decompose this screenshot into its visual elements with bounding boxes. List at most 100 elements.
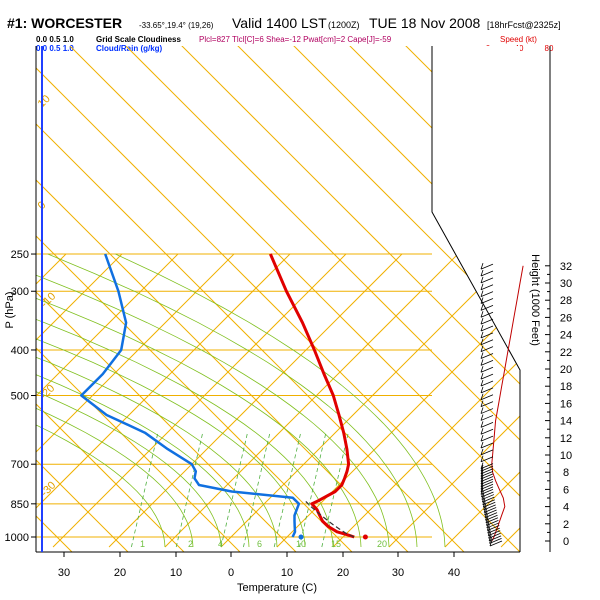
wind-barb [483, 504, 496, 511]
wind-barb-flag [480, 386, 484, 394]
wind-panel-mask [432, 46, 520, 552]
wind-barb [480, 394, 494, 401]
adiabat-line [293, 46, 520, 273]
isotherm-label: -20 [38, 382, 58, 402]
dewpoint-profile [80, 253, 301, 538]
wind-barb [480, 483, 494, 490]
surface-temperature-marker [362, 534, 368, 540]
y-axis-label: P (hPa) [4, 291, 16, 328]
mixing-ratio-line [321, 432, 349, 548]
wind-barb-flag [480, 373, 484, 380]
p-tick-label: 250 [11, 249, 29, 261]
wind-barb-flag [480, 317, 484, 325]
wind-barb [480, 373, 494, 380]
x-tick-label: 0 [228, 567, 234, 579]
moist-adiabat-line [36, 356, 278, 548]
wind-barb-flag [480, 366, 484, 373]
x-tick-label: 30 [58, 567, 70, 579]
adiabat-line [349, 46, 520, 217]
h-tick-label: 18 [560, 381, 572, 393]
p-tick-label: 850 [11, 499, 29, 511]
x-tick-label: 30 [392, 567, 404, 579]
adiabat-line [36, 291, 297, 552]
sounding-profiles [80, 253, 368, 540]
wind-barb [486, 522, 500, 529]
valid-time: Valid 1400 LST [232, 15, 327, 31]
h-tick-label: 12 [560, 433, 572, 445]
adiabat-line [237, 46, 520, 329]
x-tick-label: 10 [170, 567, 182, 579]
wind-barb-flag [480, 283, 484, 290]
wind-barb [480, 478, 494, 485]
wind-barb [480, 470, 494, 477]
wind-barb [480, 332, 494, 339]
forecast-label: [18hrFcst@2325z] [487, 20, 561, 30]
mixing-ratio-line [175, 432, 204, 548]
wind-barb [480, 408, 494, 414]
moist-adiabat-line [36, 274, 390, 548]
wind-barb [480, 304, 494, 311]
wind-barb-flag [480, 421, 484, 428]
mixing-ratio-labels: 1 2 4 6 10 15 20 [140, 539, 387, 549]
p-tick-label: 1000 [5, 532, 29, 544]
wind-barb [480, 387, 494, 394]
wind-barb [480, 380, 494, 387]
wind-barb [480, 463, 494, 469]
mixing-ratio-line [299, 432, 327, 548]
moist-adiabat-line [36, 374, 250, 548]
isotherm-line [388, 415, 520, 548]
wind-barb [480, 325, 494, 332]
mixing-ratio-label: 1 [140, 539, 145, 549]
wind-barb-flag [480, 455, 484, 462]
wind-barb [480, 449, 494, 456]
wind-barb [483, 507, 497, 513]
isotherm-line [36, 253, 123, 341]
wind-barb [480, 489, 494, 495]
mixing-ratio-lines [131, 432, 349, 548]
adiabat-line [36, 67, 520, 552]
wind-barb [480, 401, 494, 408]
wind-barb [480, 353, 494, 359]
wind-barb [480, 360, 494, 366]
isotherm-line [444, 471, 520, 548]
x-tick-label: 20 [114, 567, 126, 579]
h-tick-label: 26 [560, 312, 572, 324]
mixing-ratio-label: 10 [296, 539, 306, 549]
wind-barb [485, 514, 498, 521]
adiabat-line [36, 235, 353, 552]
mixing-ratio-label: 15 [331, 539, 341, 549]
mixing-ratio-label: 20 [377, 539, 387, 549]
mixing-ratio-label: 4 [218, 539, 223, 549]
moist-adiabat-line [36, 407, 194, 548]
wind-barb [481, 494, 495, 500]
adiabat-line [36, 179, 409, 552]
cloudrain-scale: 0.0 0.5 1.0 [36, 44, 74, 53]
wind-barb-flag [480, 393, 484, 400]
wind-barb-flag [480, 304, 484, 311]
moist-adiabat-line [47, 253, 418, 548]
wind-barb [480, 263, 494, 270]
wind-barb [485, 517, 499, 524]
adiabat-line [576, 0, 600, 552]
wind-barb [480, 481, 494, 488]
h-tick-label: 2 [563, 519, 569, 531]
mixing-ratio-label: 6 [257, 539, 262, 549]
h-tick-label: 32 [560, 261, 572, 273]
wind-barb [481, 491, 494, 498]
isotherm-line [164, 253, 459, 548]
wind-barb [480, 284, 494, 291]
adiabat-line [36, 123, 465, 552]
wind-barb-flag [480, 359, 484, 366]
wind-barb [480, 346, 494, 353]
wind-barb [480, 476, 494, 482]
surface-dewpoint-marker [298, 534, 304, 540]
wind-barb [482, 496, 495, 503]
moist-adiabat-line [36, 424, 166, 548]
wind-barb [483, 501, 496, 508]
p-tick-label: 700 [11, 459, 29, 471]
wind-barb [480, 311, 494, 318]
wind-barb [480, 291, 494, 297]
h-tick-label: 6 [563, 484, 569, 496]
wind-barb [480, 465, 494, 472]
